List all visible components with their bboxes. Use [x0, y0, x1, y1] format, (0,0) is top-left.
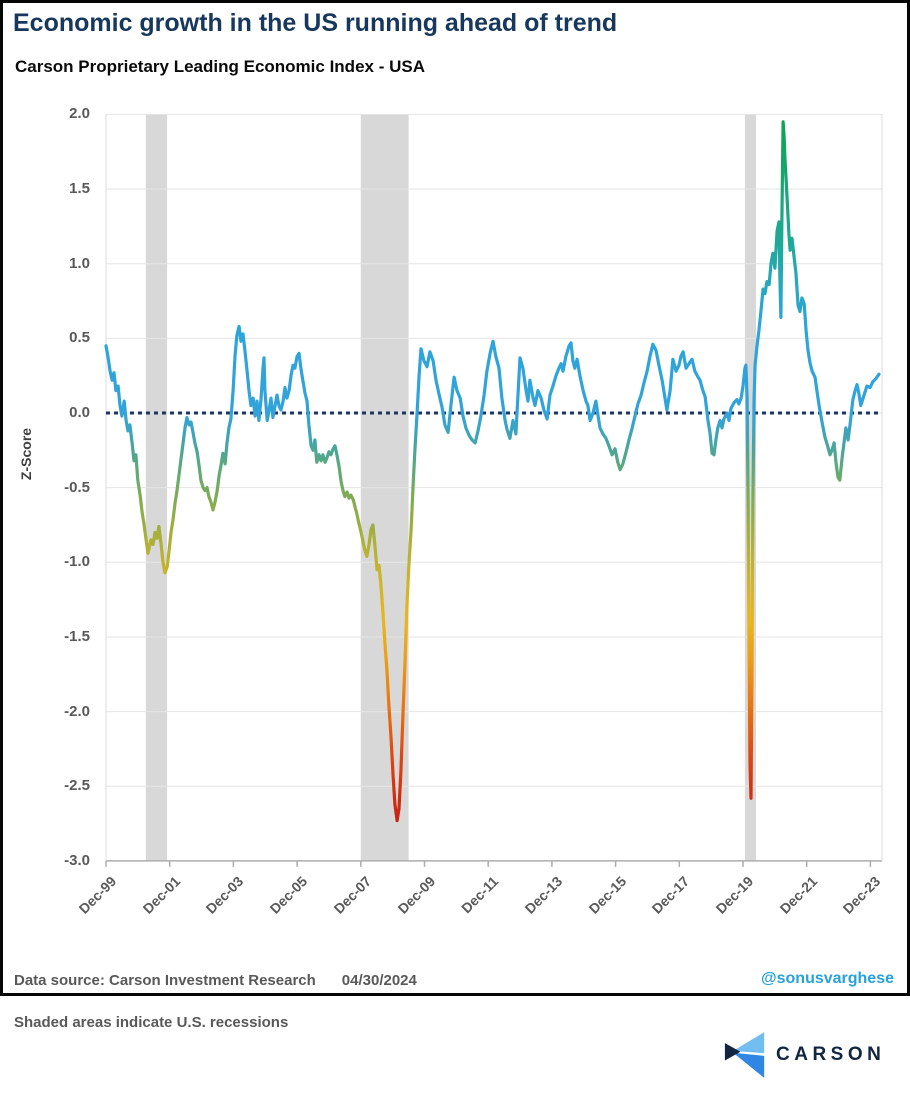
y-tick-label: -2.0: [64, 702, 90, 720]
chart-card: Economic growth in the US running ahead …: [13, 9, 894, 992]
lei-line-chart: [104, 113, 883, 867]
twitter-handle-link[interactable]: @sonusvarghese: [761, 970, 894, 987]
y-tick-label: 0.0: [69, 404, 90, 421]
y-tick-label: -2.5: [64, 777, 90, 795]
data-source-date: 04/30/2024: [341, 972, 417, 989]
y-axis-title: Z-Score: [18, 427, 34, 481]
lei-series-line: [104, 120, 881, 823]
y-tick-label: 1.5: [69, 180, 90, 198]
y-tick-label: -3.0: [64, 851, 90, 869]
carson-logo-text: CARSON: [776, 1044, 886, 1065]
y-tick-label: -0.5: [64, 478, 90, 496]
y-tick-label: 2.0: [69, 105, 90, 123]
recession-note: Shaded areas indicate U.S. recessions: [14, 1014, 289, 1031]
data-source-text: Data source: Carson Investment Research 0…: [14, 972, 417, 989]
page-title: Economic growth in the US running ahead …: [13, 9, 618, 37]
source-row: Data source: Carson Investment Research 0…: [14, 970, 894, 992]
y-tick-label: -1.5: [64, 627, 90, 645]
y-tick-label: -1.0: [64, 553, 90, 571]
y-tick-label: 0.5: [69, 329, 90, 347]
chart-subtitle: Carson Proprietary Leading Economic Inde…: [15, 57, 425, 76]
carson-logo: CARSON: [724, 1028, 900, 1084]
carson-arrow-icon: [724, 1032, 765, 1078]
y-tick-label: 1.0: [69, 254, 90, 272]
